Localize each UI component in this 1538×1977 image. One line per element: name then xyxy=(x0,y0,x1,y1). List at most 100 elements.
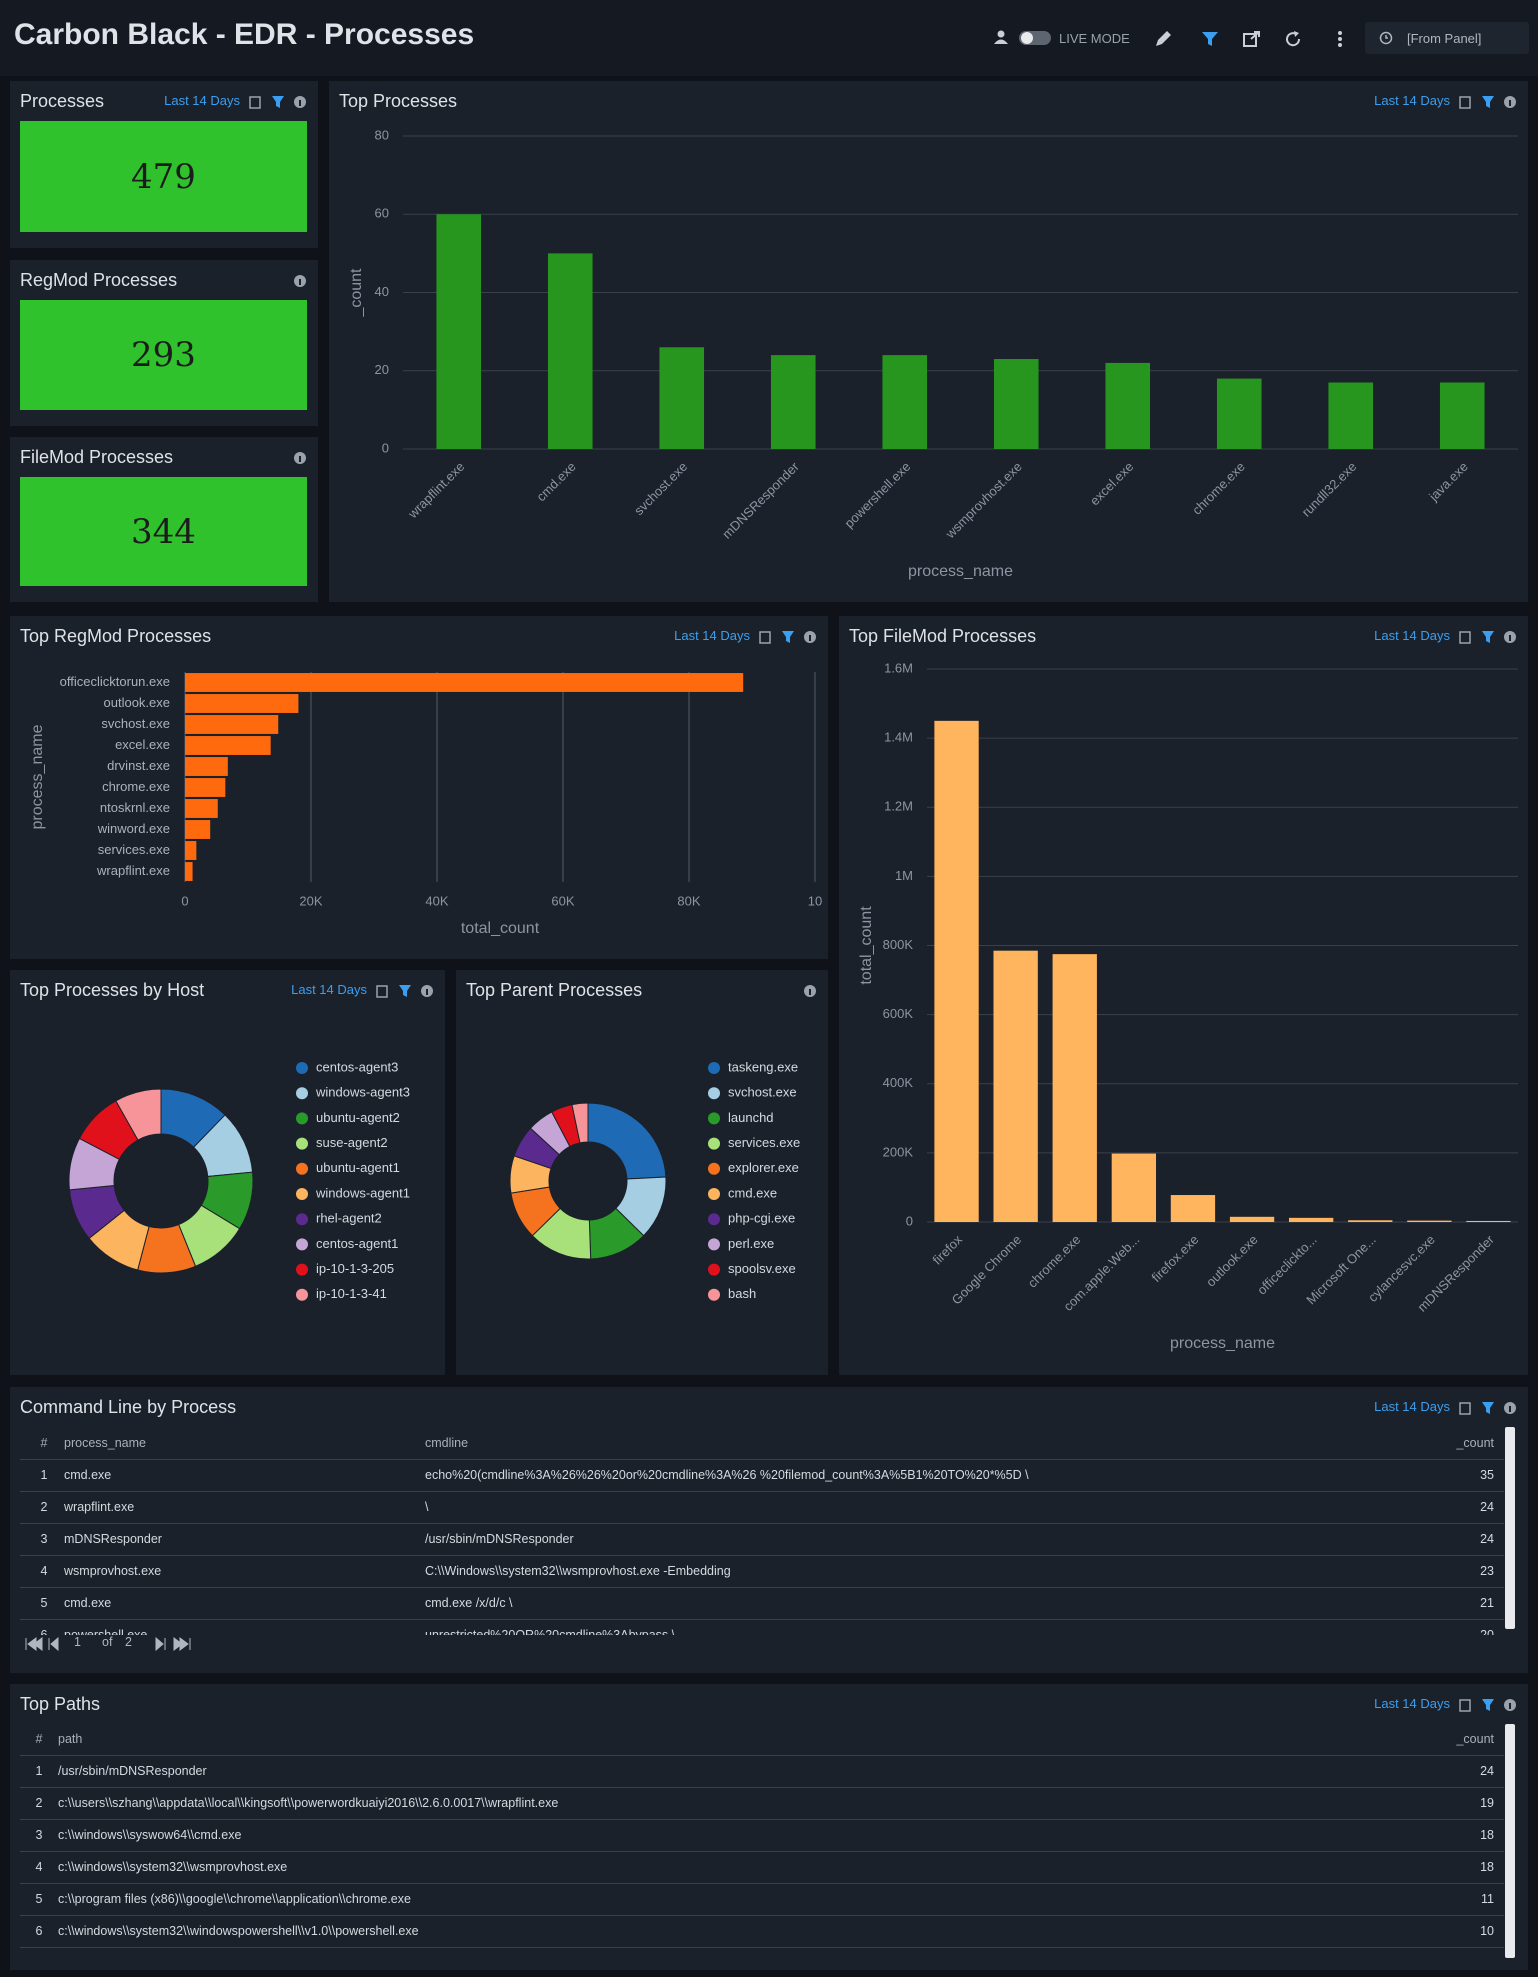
bar xyxy=(1288,1217,1334,1222)
legend-swatch xyxy=(708,1188,720,1200)
single-value-box: 344 xyxy=(20,477,307,586)
legend-label: explorer.exe xyxy=(728,1160,799,1175)
y-tick-label: 1.2M xyxy=(884,799,913,814)
panel-title: Command Line by Process xyxy=(20,1397,237,1417)
bar xyxy=(993,950,1038,1222)
table-cell: 24 xyxy=(1480,1532,1494,1546)
y-tick-label: 0 xyxy=(382,440,389,455)
filter-icon[interactable] xyxy=(1200,29,1220,49)
y-tick-label: excel.exe xyxy=(115,737,170,752)
table-cell: 6 xyxy=(40,1628,48,1635)
copy-icon xyxy=(376,985,388,998)
share-icon[interactable] xyxy=(1242,29,1262,49)
bar xyxy=(436,214,482,449)
panel: Command Line by Process Last 14 Days # proc… xyxy=(10,1387,1528,1673)
legend-swatch xyxy=(708,1137,720,1150)
table-cell: 11 xyxy=(1481,1892,1494,1906)
panel-icons xyxy=(294,275,306,287)
panel-title: Top RegMod Processes xyxy=(20,626,212,646)
info-icon-mark xyxy=(426,989,428,995)
filter-icon xyxy=(1482,1699,1494,1711)
legend-label: ubuntu-agent1 xyxy=(316,1160,400,1175)
table-cell: cmd.exe xyxy=(64,1468,112,1482)
table-cell: 18 xyxy=(1480,1828,1494,1842)
y-tick-label: 1.6M xyxy=(884,660,913,675)
legend-swatch xyxy=(296,1213,308,1226)
bar xyxy=(1466,1220,1511,1222)
bar xyxy=(1407,1220,1452,1222)
table-cell: wsmprovhost.exe xyxy=(64,1564,162,1578)
bar xyxy=(993,359,1039,449)
panel: FileMod Processes 344 xyxy=(10,437,318,602)
table-cell: 2 xyxy=(35,1796,43,1810)
legend-swatch xyxy=(296,1062,308,1074)
panel-icons xyxy=(804,985,816,997)
legend-label: cmd.exe xyxy=(728,1185,777,1200)
table-cell: process_name xyxy=(64,1436,146,1450)
x-axis-title: process_name xyxy=(1170,1335,1275,1352)
panel-title: Top Processes by Host xyxy=(20,980,205,1000)
page-count: 2 xyxy=(125,1635,132,1649)
table-cell: _count xyxy=(1456,1732,1494,1746)
table-row: 4 wsmprovhost.exe C:\\Windows\\system32\\w… xyxy=(20,1555,1504,1588)
table-cell: # xyxy=(35,1732,43,1746)
legend-swatch xyxy=(296,1263,308,1276)
chart: 0200K400K600K800K1M1.2M1.4M1.6MfirefoxGo… xyxy=(858,660,1518,1352)
legend-swatch xyxy=(296,1087,308,1100)
legend-label: ubuntu-agent2 xyxy=(316,1110,400,1125)
table-cell: wrapflint.exe xyxy=(64,1500,135,1514)
legend-swatch xyxy=(708,1062,720,1074)
y-tick-label: 400K xyxy=(883,1075,914,1090)
panel: 0 20 40 60 80 wrapflint.exe cmd.exe svchost.exe… xyxy=(329,81,1528,602)
scrollbar xyxy=(1505,1724,1515,1958)
info-icon-mark xyxy=(1509,635,1511,641)
bar xyxy=(185,862,193,881)
copy-icon xyxy=(1459,96,1471,109)
prev-page-icon xyxy=(48,1637,59,1651)
info-icon-mark xyxy=(1509,100,1511,106)
live-mode-label: LIVE MODE xyxy=(1059,31,1130,46)
time-range: Last 14 Days xyxy=(1374,628,1450,643)
y-tick-label: 1M xyxy=(895,868,913,883)
legend-label: taskeng.exe xyxy=(728,1059,798,1074)
panel-title: Top FileMod Processes xyxy=(849,626,1037,646)
x-tick-label: wrapflint.exe xyxy=(404,459,467,522)
legend-label: spoolsv.exe xyxy=(728,1261,796,1276)
info-icon-mark xyxy=(809,989,811,995)
panel: centos-agent3 windows-agent3 ubuntu-agent2… xyxy=(10,970,445,1375)
table-cell: 18 xyxy=(1480,1860,1494,1874)
table-cell: path xyxy=(58,1732,83,1746)
legend-label: rhel-agent2 xyxy=(316,1211,382,1226)
x-tick-label: chrome.exe xyxy=(1189,459,1248,518)
y-tick-label: 800K xyxy=(883,937,914,952)
bar xyxy=(1170,1195,1216,1222)
legend-swatch xyxy=(708,1263,720,1276)
single-value-box: 293 xyxy=(20,300,307,410)
donut-segment xyxy=(587,1102,667,1180)
y-tick-label: 60 xyxy=(375,206,389,221)
table-cell: c:\\windows\\system32\\wsmprovhost.exe xyxy=(58,1860,288,1874)
panel-icons xyxy=(759,631,816,644)
panel-icons xyxy=(376,985,433,998)
table-cell: 23 xyxy=(1480,1564,1494,1578)
table-cell: 19 xyxy=(1480,1796,1494,1810)
bar xyxy=(934,720,979,1222)
panel: taskeng.exe svchost.exe launchd services.ex… xyxy=(456,970,828,1375)
scrollbar xyxy=(1505,1427,1515,1629)
table-cell: /usr/sbin/mDNSResponder xyxy=(58,1764,207,1778)
legend-label: suse-agent2 xyxy=(316,1135,388,1150)
y-tick-label: chrome.exe xyxy=(102,779,170,794)
next-page-icon xyxy=(155,1637,166,1651)
y-tick-label: 0 xyxy=(906,1213,913,1228)
more-icon[interactable] xyxy=(1330,29,1350,49)
refresh-icon[interactable] xyxy=(1283,29,1303,49)
live-toggle[interactable] xyxy=(1018,30,1052,46)
time-range-picker[interactable]: [From Panel] xyxy=(1365,22,1529,54)
bar xyxy=(185,715,279,734)
user-icon[interactable] xyxy=(993,29,1009,45)
first-page-icon xyxy=(25,1637,43,1651)
bar xyxy=(185,778,226,797)
page-of: of xyxy=(102,1635,113,1649)
table-cell: cmdline xyxy=(425,1436,469,1450)
edit-icon[interactable] xyxy=(1153,29,1173,49)
